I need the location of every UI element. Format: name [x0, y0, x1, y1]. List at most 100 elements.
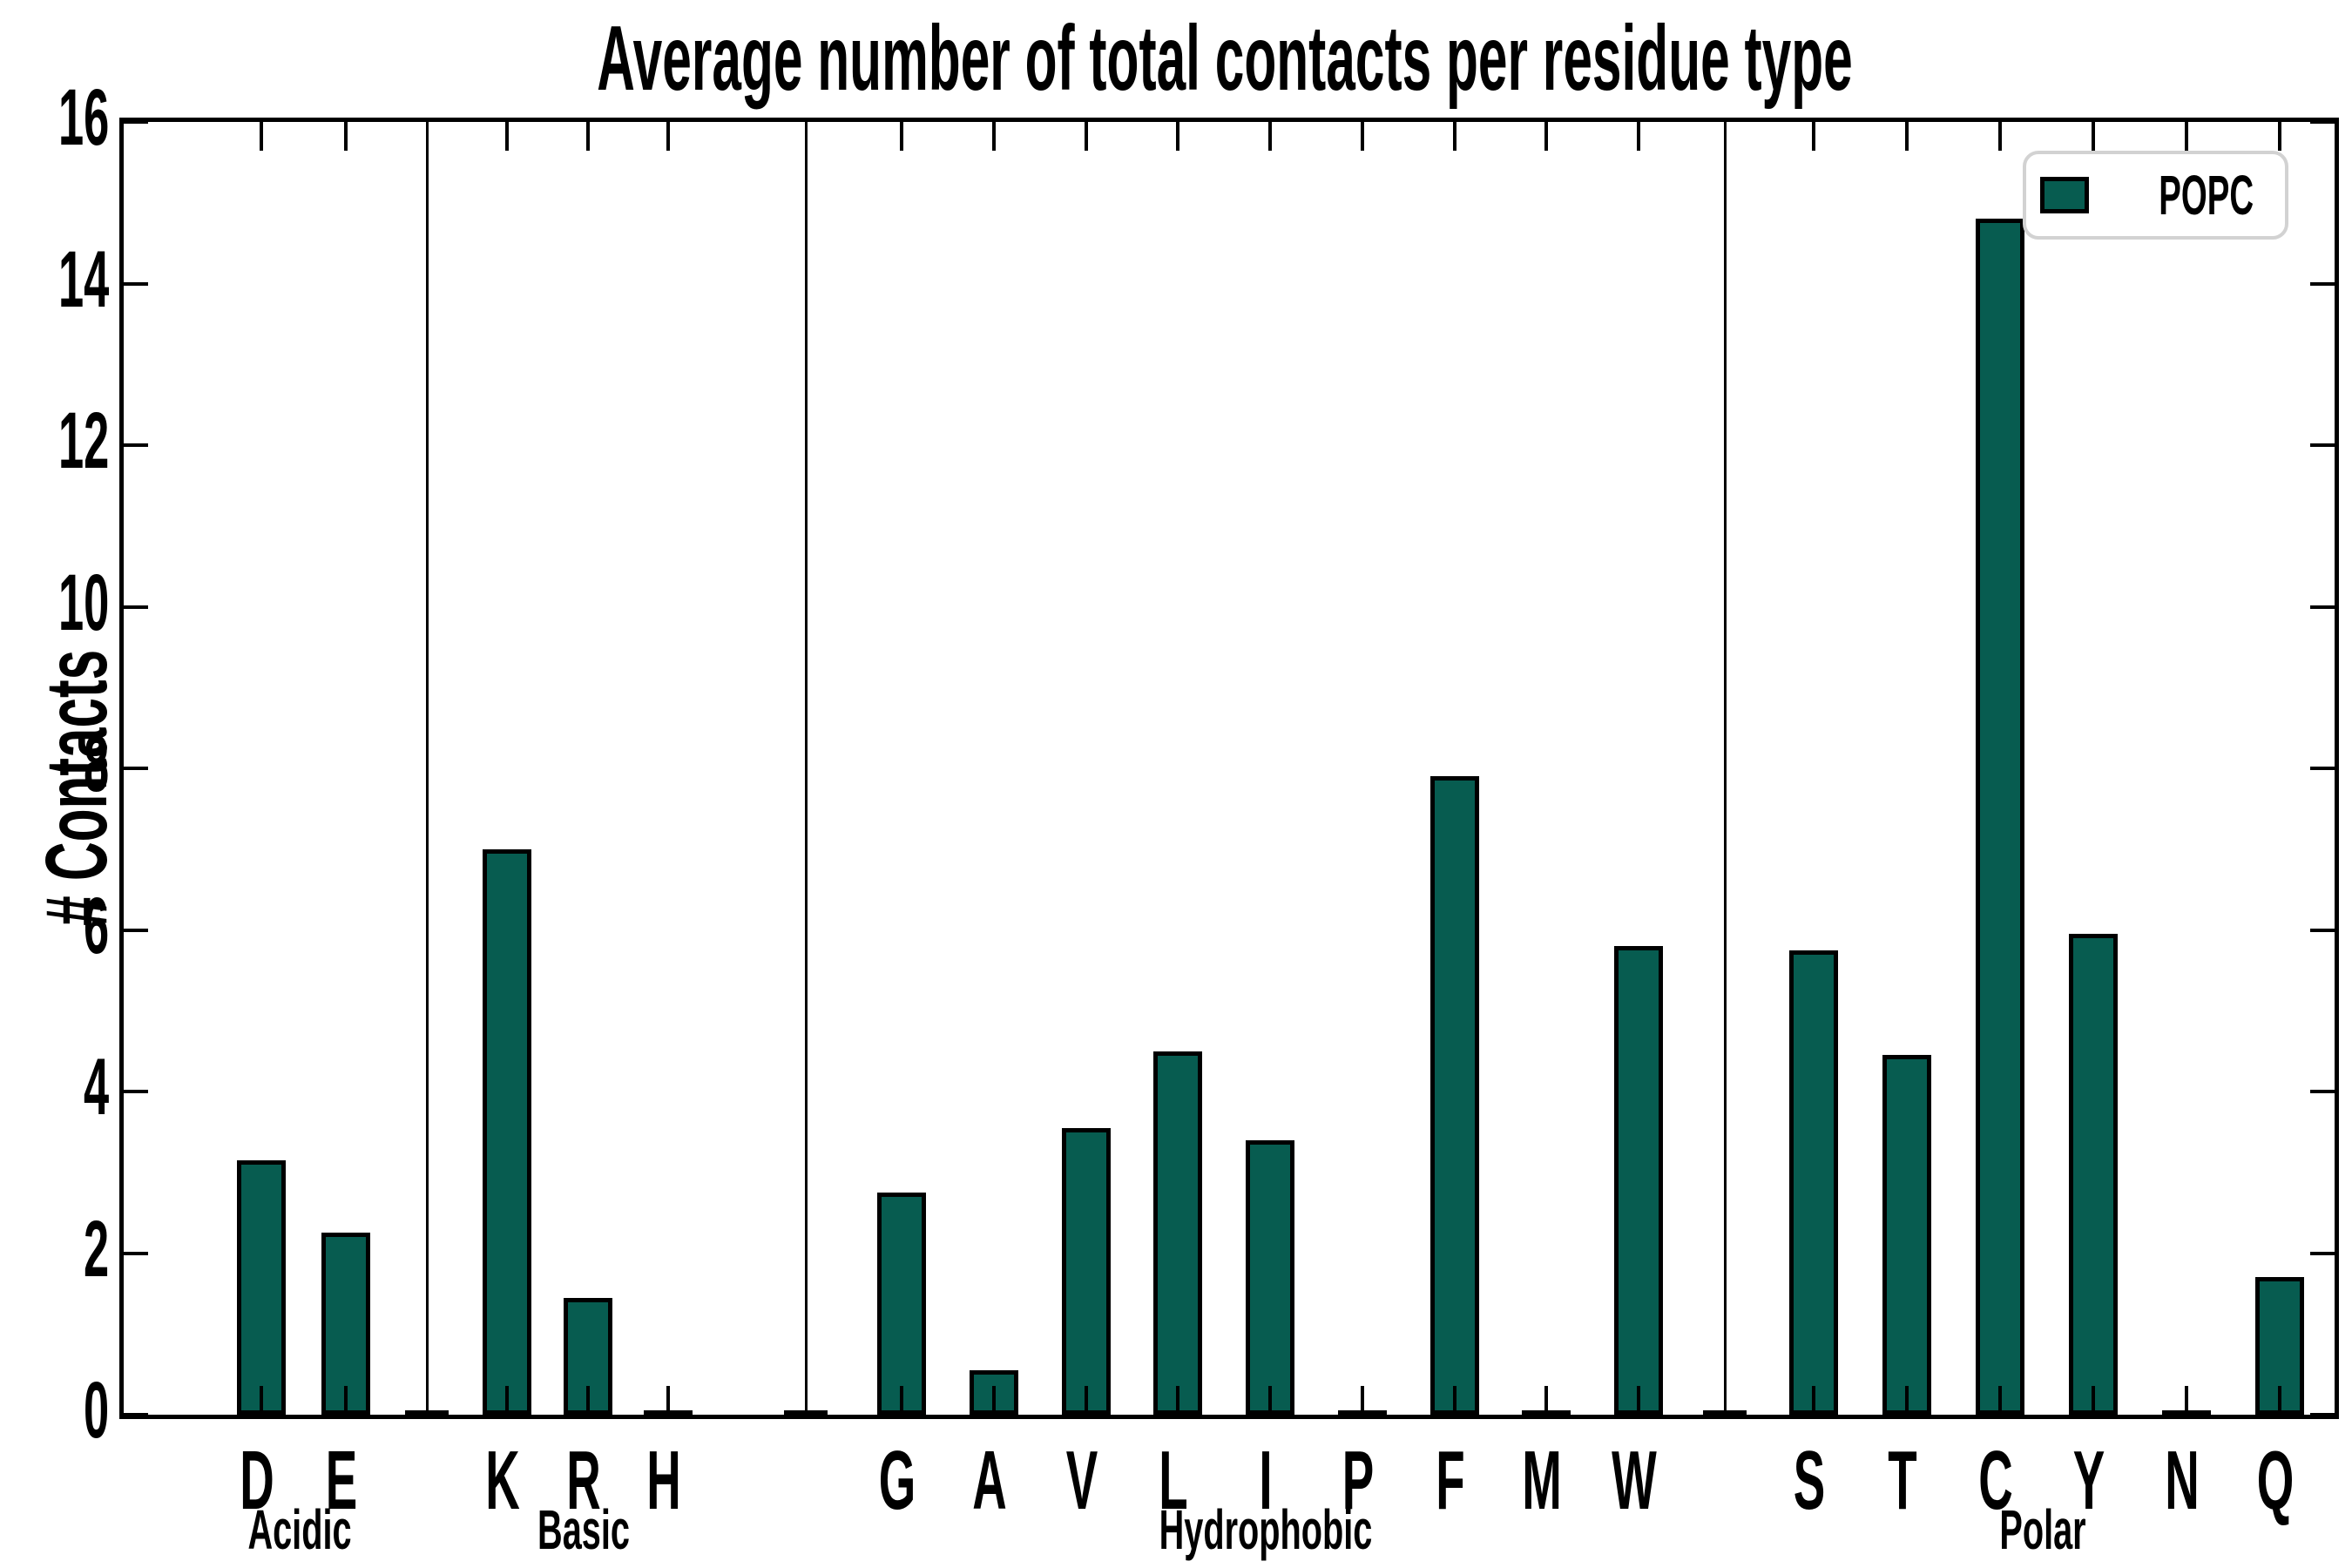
group-separator-foot-1: [405, 1410, 449, 1415]
x-tick-label-D: D: [226, 1439, 287, 1523]
y-tick-left-4: [124, 1090, 148, 1093]
y-tick-label-4: 4: [0, 1047, 109, 1127]
y-tick-label-16: 16: [0, 78, 109, 158]
group-label-text: Acidic: [247, 1498, 352, 1561]
x-tick-bottom-F: [1452, 1386, 1456, 1415]
group-separator-3: [1723, 122, 1727, 1415]
y-tick-right-0: [2310, 1413, 2335, 1416]
y-tick-label-text: 8: [83, 720, 109, 808]
x-tick-label-N: N: [2152, 1439, 2212, 1523]
x-tick-top-R: [585, 122, 590, 151]
y-tick-right-2: [2310, 1251, 2335, 1255]
x-tick-label-text: R: [565, 1434, 601, 1527]
y-tick-left-2: [124, 1251, 148, 1255]
y-tick-label-text: 10: [57, 558, 109, 647]
y-tick-left-16: [124, 120, 148, 124]
y-tick-label-14: 14: [0, 240, 109, 320]
bar-K: [483, 848, 531, 1415]
x-tick-top-P: [1360, 122, 1364, 151]
x-tick-label-F: F: [1424, 1439, 1476, 1523]
bar-G: [877, 1192, 926, 1415]
x-tick-top-M: [1544, 122, 1549, 151]
x-tick-label-text: L: [1159, 1434, 1188, 1527]
x-tick-top-K: [505, 122, 509, 151]
x-tick-top-C: [1998, 122, 2002, 151]
x-tick-bottom-E: [344, 1386, 348, 1415]
y-tick-left-12: [124, 443, 148, 447]
bar-C: [1976, 219, 2024, 1415]
y-tick-label-12: 12: [0, 401, 109, 481]
group-separator-foot-3: [1703, 1410, 1747, 1415]
bar-F: [1429, 776, 1479, 1415]
x-tick-label-A: A: [959, 1439, 1019, 1523]
group-label-text: Hydrophobic: [1159, 1498, 1373, 1561]
x-tick-label-M: M: [1507, 1439, 1577, 1523]
x-tick-label-text: S: [1793, 1434, 1826, 1527]
group-separator-1: [425, 122, 429, 1415]
x-tick-bottom-L: [1176, 1386, 1180, 1415]
y-tick-left-0: [124, 1413, 148, 1416]
y-tick-label-2: 2: [0, 1209, 109, 1289]
x-tick-label-S: S: [1781, 1439, 1837, 1523]
x-tick-top-A: [991, 122, 996, 151]
x-tick-label-Q: Q: [2243, 1439, 2308, 1523]
x-tick-label-text: E: [325, 1434, 358, 1527]
y-tick-label-text: 14: [57, 234, 109, 324]
y-tick-right-8: [2310, 767, 2335, 770]
x-tick-label-text: T: [1888, 1434, 1917, 1527]
bar-Y: [2069, 934, 2118, 1415]
bar-T: [1882, 1055, 1931, 1415]
bar-V: [1061, 1127, 1111, 1415]
x-tick-label-text: C: [1978, 1434, 2013, 1527]
x-tick-label-text: N: [2165, 1434, 2200, 1527]
x-tick-bottom-P: [1360, 1386, 1364, 1415]
x-tick-top-D: [260, 122, 263, 151]
x-tick-bottom-R: [585, 1386, 590, 1415]
x-tick-top-W: [1637, 122, 1640, 151]
y-tick-left-8: [124, 767, 148, 770]
y-tick-right-14: [2310, 281, 2335, 286]
x-tick-bottom-Y: [2092, 1386, 2095, 1415]
y-tick-label-10: 10: [0, 563, 109, 643]
x-tick-label-text: G: [878, 1434, 916, 1527]
x-tick-top-L: [1176, 122, 1180, 151]
x-tick-label-K: K: [472, 1439, 532, 1523]
legend-label: POPC: [2158, 164, 2254, 226]
x-tick-label-text: F: [1435, 1434, 1465, 1527]
y-tick-left-10: [124, 605, 148, 609]
bar-I: [1246, 1139, 1294, 1415]
x-tick-bottom-N: [2185, 1386, 2188, 1415]
y-tick-right-10: [2310, 605, 2335, 609]
x-tick-top-T: [1905, 122, 1909, 151]
x-tick-label-V: V: [1053, 1439, 1109, 1523]
x-tick-label-I: I: [1254, 1439, 1278, 1523]
group-label-text: Polar: [1998, 1498, 2086, 1561]
group-separator-foot-2: [784, 1410, 828, 1415]
group-label-Hydrophobic: Hydrophobic: [1094, 1502, 1438, 1558]
x-tick-label-text: Q: [2256, 1434, 2295, 1527]
x-tick-bottom-I: [1268, 1386, 1272, 1415]
x-tick-top-Q: [2278, 122, 2281, 151]
x-tick-label-text: I: [1259, 1434, 1273, 1527]
x-tick-top-G: [900, 122, 903, 151]
chart-title-text: Average number of total contacts per res…: [597, 7, 1853, 110]
group-label-text: Basic: [537, 1498, 630, 1561]
x-tick-label-T: T: [1877, 1439, 1929, 1523]
y-tick-label-text: 6: [83, 881, 109, 970]
x-tick-label-text: V: [1065, 1434, 1098, 1527]
x-tick-bottom-V: [1084, 1386, 1088, 1415]
x-tick-bottom-G: [900, 1386, 903, 1415]
y-tick-right-12: [2310, 443, 2335, 447]
x-tick-top-S: [1812, 122, 1815, 151]
x-tick-label-L: L: [1148, 1439, 1200, 1523]
bar-D: [237, 1159, 286, 1415]
x-tick-top-F: [1452, 122, 1456, 151]
x-tick-label-text: H: [646, 1434, 681, 1527]
bar-S: [1789, 950, 1838, 1415]
y-tick-left-14: [124, 281, 148, 286]
y-tick-right-4: [2310, 1090, 2335, 1093]
y-tick-right-16: [2310, 120, 2335, 124]
x-tick-label-C: C: [1965, 1439, 2025, 1523]
group-label-Basic: Basic: [509, 1502, 658, 1558]
x-tick-bottom-A: [991, 1386, 996, 1415]
